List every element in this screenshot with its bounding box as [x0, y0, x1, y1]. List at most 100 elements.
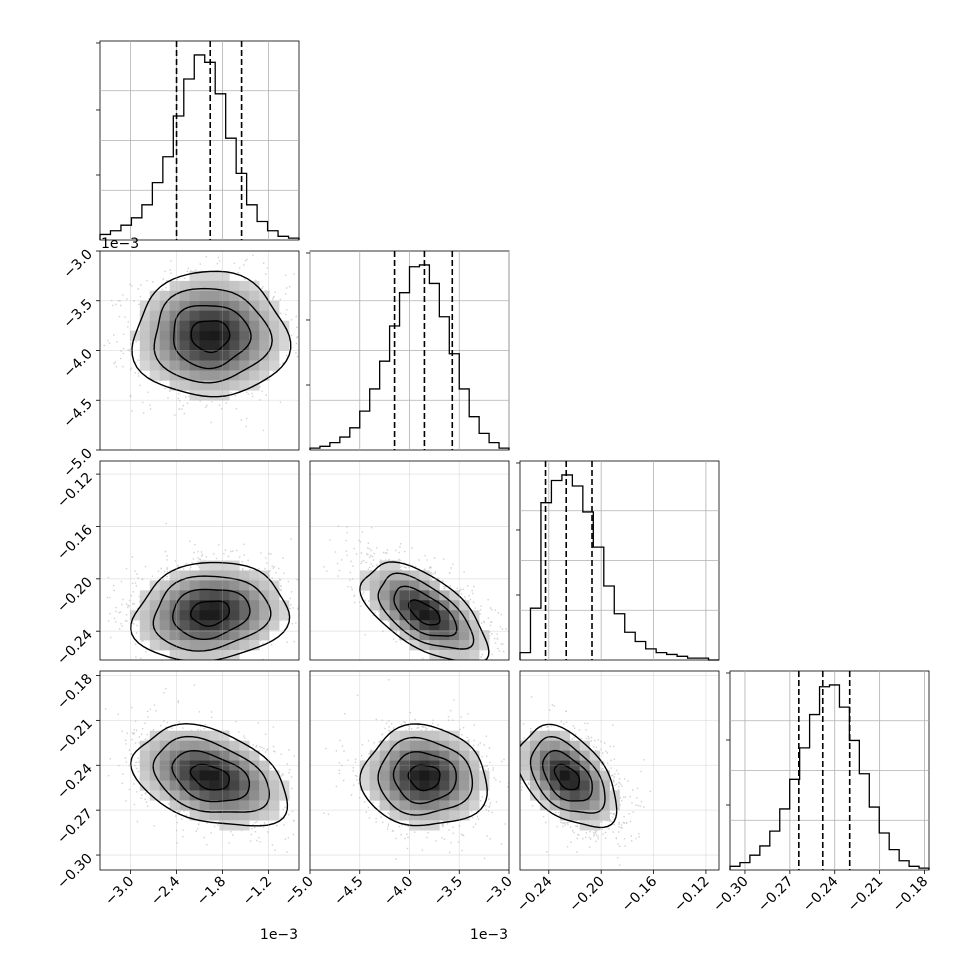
density-cell	[439, 590, 450, 601]
density-cell	[359, 770, 370, 781]
density-cell	[199, 790, 210, 801]
density-cell	[449, 740, 460, 751]
density-cell	[359, 780, 370, 791]
density-cell	[209, 560, 220, 571]
density-cell	[249, 630, 260, 641]
density-cell	[179, 350, 190, 361]
density-cell	[149, 300, 160, 311]
density-cell	[149, 780, 160, 791]
scatter-panel-2-0	[106, 522, 299, 660]
density-cell	[189, 290, 200, 302]
density-cell	[259, 600, 270, 611]
density-cell	[419, 800, 430, 811]
ytick-label-3-3: −0.21	[54, 716, 96, 758]
density-cell	[589, 800, 600, 811]
xtick-label-3-2: −0.24	[800, 873, 842, 915]
density-cell	[259, 790, 270, 801]
density-cell	[520, 770, 531, 781]
density-cell	[379, 780, 390, 791]
density-cell	[199, 770, 210, 781]
density-cell	[149, 640, 160, 651]
density-cell	[259, 590, 270, 601]
density-cell	[239, 570, 250, 581]
density-cell	[579, 800, 590, 811]
density-cell	[219, 580, 230, 591]
density-cell	[239, 280, 250, 292]
density-cell	[439, 800, 450, 811]
density-cell	[239, 600, 250, 611]
density-cell	[259, 330, 270, 341]
density-layer	[100, 250, 719, 870]
density-cell	[389, 750, 400, 761]
density-cell	[189, 380, 200, 391]
density-cell	[169, 610, 180, 621]
density-cell	[179, 360, 190, 371]
density-cell	[179, 300, 190, 311]
density-cell	[579, 780, 590, 791]
density-cell	[159, 320, 170, 331]
density-cell	[189, 740, 200, 751]
density-cell	[179, 630, 190, 641]
density-cell	[479, 780, 490, 791]
density-cell	[399, 780, 410, 791]
scatter-panel-3-1	[323, 679, 509, 860]
density-cell	[159, 790, 170, 801]
density-cell	[479, 640, 490, 651]
density-cell	[449, 800, 460, 811]
panel-frame-3-0	[99, 670, 300, 871]
density-cell	[239, 640, 250, 651]
density-cell	[419, 640, 430, 651]
density-cell	[379, 750, 390, 761]
density-cell	[539, 780, 551, 791]
x-offset-label-0: 1e−3	[260, 927, 298, 943]
density-cell	[249, 330, 260, 341]
density-cell	[179, 590, 190, 601]
density-cell	[179, 290, 190, 302]
density-cell	[169, 790, 180, 801]
density-cell	[449, 590, 460, 601]
density-cell	[559, 790, 571, 801]
density-cell	[439, 600, 450, 611]
density-cell	[209, 340, 220, 351]
contour-0	[407, 764, 441, 792]
density-cell	[239, 800, 250, 811]
density-cell	[219, 370, 230, 381]
density-cell	[179, 370, 190, 381]
density-cell	[259, 310, 270, 321]
density-cell	[169, 280, 180, 292]
density-cell	[409, 770, 420, 781]
density-cell	[219, 570, 230, 581]
density-cell	[259, 300, 270, 311]
density-cell	[459, 740, 470, 751]
density-cell	[249, 300, 260, 311]
panel-frame-2-1	[309, 460, 510, 661]
x-offset-label-1: 1e−3	[470, 927, 508, 943]
density-cell	[599, 770, 610, 781]
density-cell	[409, 730, 420, 741]
density-cell	[269, 810, 280, 821]
density-cell	[189, 770, 200, 781]
density-cell	[239, 340, 250, 351]
density-cell	[139, 590, 151, 601]
density-cell	[169, 310, 180, 321]
density-cell	[389, 620, 400, 631]
density-cell	[379, 570, 390, 581]
density-cell	[239, 630, 250, 641]
density-cell	[209, 800, 220, 811]
density-cell	[149, 320, 160, 331]
density-cell	[279, 340, 290, 351]
density-cell	[429, 810, 440, 821]
density-cell	[429, 760, 440, 771]
density-cell	[219, 730, 230, 741]
density-cell	[169, 360, 180, 371]
density-cell	[179, 580, 190, 591]
density-cell	[209, 290, 220, 302]
density-cell	[179, 640, 190, 651]
density-cell	[209, 770, 220, 781]
contour-1	[392, 751, 457, 805]
density-cell	[209, 590, 220, 601]
density-cell	[209, 630, 220, 641]
density-cell	[529, 730, 541, 741]
density-cell	[439, 610, 450, 621]
histogram-1	[309, 264, 510, 450]
